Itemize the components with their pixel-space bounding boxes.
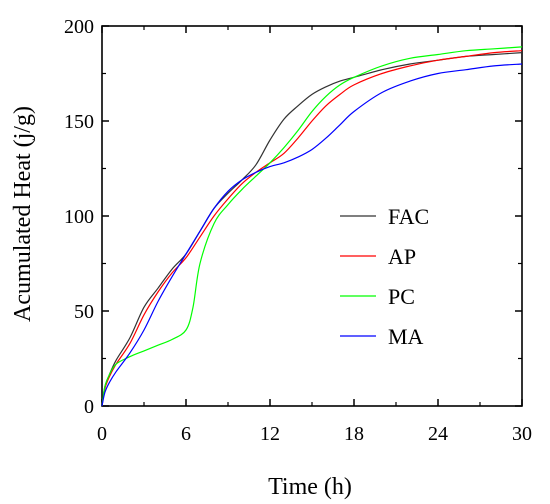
legend-label-fac: FAC [388,204,429,229]
y-axis-label: Acumulated Heat (j/g) [10,106,36,322]
y-tick-label: 150 [64,111,94,133]
y-tick-label: 0 [84,396,94,418]
x-axis-ticks: 0 6 12 18 24 30 [97,26,532,445]
series-line-fac [101,52,523,407]
x-tick-label: 30 [512,423,532,445]
series-line-ma [101,63,523,407]
legend-label-ma: MA [388,324,424,349]
legend: FAC AP PC MA [340,204,429,349]
y-tick-label: 50 [74,301,94,323]
series-lines [101,46,523,407]
x-tick-label: 18 [344,423,364,445]
legend-label-ap: AP [388,244,416,269]
y-tick-label: 200 [64,16,94,38]
y-axis-ticks: 0 50 100 150 200 [64,16,522,418]
x-tick-label: 24 [428,423,448,445]
x-tick-label: 6 [181,423,191,445]
plot-frame [101,25,523,407]
legend-label-pc: PC [388,284,415,309]
y-tick-label: 100 [64,206,94,228]
x-axis-label: Time (h) [268,474,352,500]
plot-area-border [101,25,523,407]
series-line-pc [101,46,523,407]
x-tick-label: 0 [97,423,107,445]
series-line-ap [101,50,523,407]
x-tick-label: 12 [260,423,280,445]
